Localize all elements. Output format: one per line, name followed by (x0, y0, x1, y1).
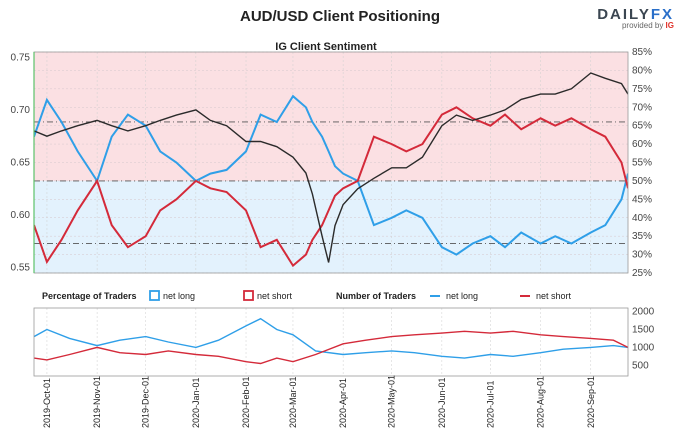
net-short-pct-line (34, 106, 628, 268)
right-tick-label: 85% (632, 47, 652, 58)
legend-pct-label: Percentage of Traders (42, 291, 137, 301)
right-tick-label: 35% (632, 231, 652, 242)
bottom-right-tick-label: 1000 (632, 342, 655, 353)
right-tick-label: 30% (632, 250, 652, 261)
x-tick-label: 2020-Mar-01 (288, 376, 298, 428)
left-tick-label: 0.60 (11, 210, 31, 221)
bottom-vertical-gridlines (46, 308, 592, 376)
left-tick-label: 0.75 (11, 52, 31, 63)
net-long-count-line (34, 317, 628, 359)
right-tick-label: 25% (632, 268, 652, 279)
right-tick-label: 50% (632, 176, 652, 187)
x-tick-label: 2020-Apr-01 (338, 378, 348, 428)
x-tick-label: 2020-Sep-01 (586, 376, 596, 428)
sentiment-panel: IG Client Sentiment 0.75 0.70 0.65 0.60 0.55… (11, 41, 653, 279)
brand-logo: DAILYFX provided by IG (578, 6, 674, 30)
x-tick-label: 2020-Jan-01 (191, 377, 201, 428)
left-tick-label: 0.70 (11, 105, 31, 116)
x-tick-label: 2019-Nov-01 (92, 376, 102, 428)
right-tick-label: 75% (632, 84, 652, 95)
left-tick-label: 0.65 (11, 158, 31, 169)
legend-pct-long-swatch (149, 290, 160, 301)
price-line (34, 72, 628, 263)
net-short-background (34, 52, 628, 181)
bottom-right-tick-label: 1500 (632, 324, 655, 335)
x-tick-label: 2020-Jun-01 (437, 377, 447, 428)
right-tick-label: 45% (632, 194, 652, 205)
legend-num-label: Number of Traders (336, 291, 416, 301)
brand-logo-main: DAILY (597, 6, 651, 23)
right-tick-label: 55% (632, 158, 652, 169)
bottom-right-tick-label: 500 (632, 360, 649, 371)
brand-provider: IG (665, 21, 674, 30)
right-tick-label: 40% (632, 213, 652, 224)
legend-pct-short: net short (257, 291, 293, 301)
legend: Percentage of Traders net long net short… (42, 290, 572, 301)
brand-provided-by: provided by (621, 21, 664, 30)
right-tick-label: 65% (632, 121, 652, 132)
left-axis-ticks: 0.75 0.70 0.65 0.60 0.55 (11, 52, 31, 273)
x-tick-label: 2019-Oct-01 (42, 378, 52, 428)
right-tick-label: 80% (632, 65, 652, 76)
net-long-pct-line (34, 94, 628, 256)
traders-panel-frame (33, 307, 629, 377)
x-tick-label: 2020-Feb-01 (241, 376, 251, 428)
bottom-right-tick-label: 2000 (632, 307, 655, 318)
bottom-right-axis-ticks: 2000 1500 1000 500 (632, 307, 655, 372)
net-long-background (34, 180, 628, 273)
x-axis-ticks: 2019-Oct-01 2019-Nov-01 2019-Dec-01 2020-Ja… (42, 375, 596, 428)
x-tick-label: 2020-Aug-01 (536, 376, 546, 428)
brand-logo-fx: FX (650, 6, 674, 23)
left-tick-label: 0.55 (11, 263, 31, 274)
x-tick-label: 2020-Jul-01 (485, 380, 495, 428)
chart-title: AUD/USD Client Positioning (240, 8, 440, 25)
right-axis-ticks: 85% 80% 75% 70% 65% 60% 55% 50% 45% 40% 35% 30% 25% (632, 47, 652, 279)
legend-num-long: net long (446, 291, 478, 301)
net-short-count-line (34, 330, 628, 365)
right-tick-label: 70% (632, 102, 652, 113)
panel-title: IG Client Sentiment (275, 41, 377, 53)
x-tick-label: 2019-Dec-01 (141, 376, 151, 428)
legend-num-short: net short (536, 291, 572, 301)
right-tick-label: 60% (632, 139, 652, 150)
x-tick-label: 2020-May-01 (387, 375, 397, 428)
legend-pct-short-swatch (243, 290, 254, 301)
legend-pct-long: net long (163, 291, 195, 301)
reference-lines (34, 121, 628, 244)
